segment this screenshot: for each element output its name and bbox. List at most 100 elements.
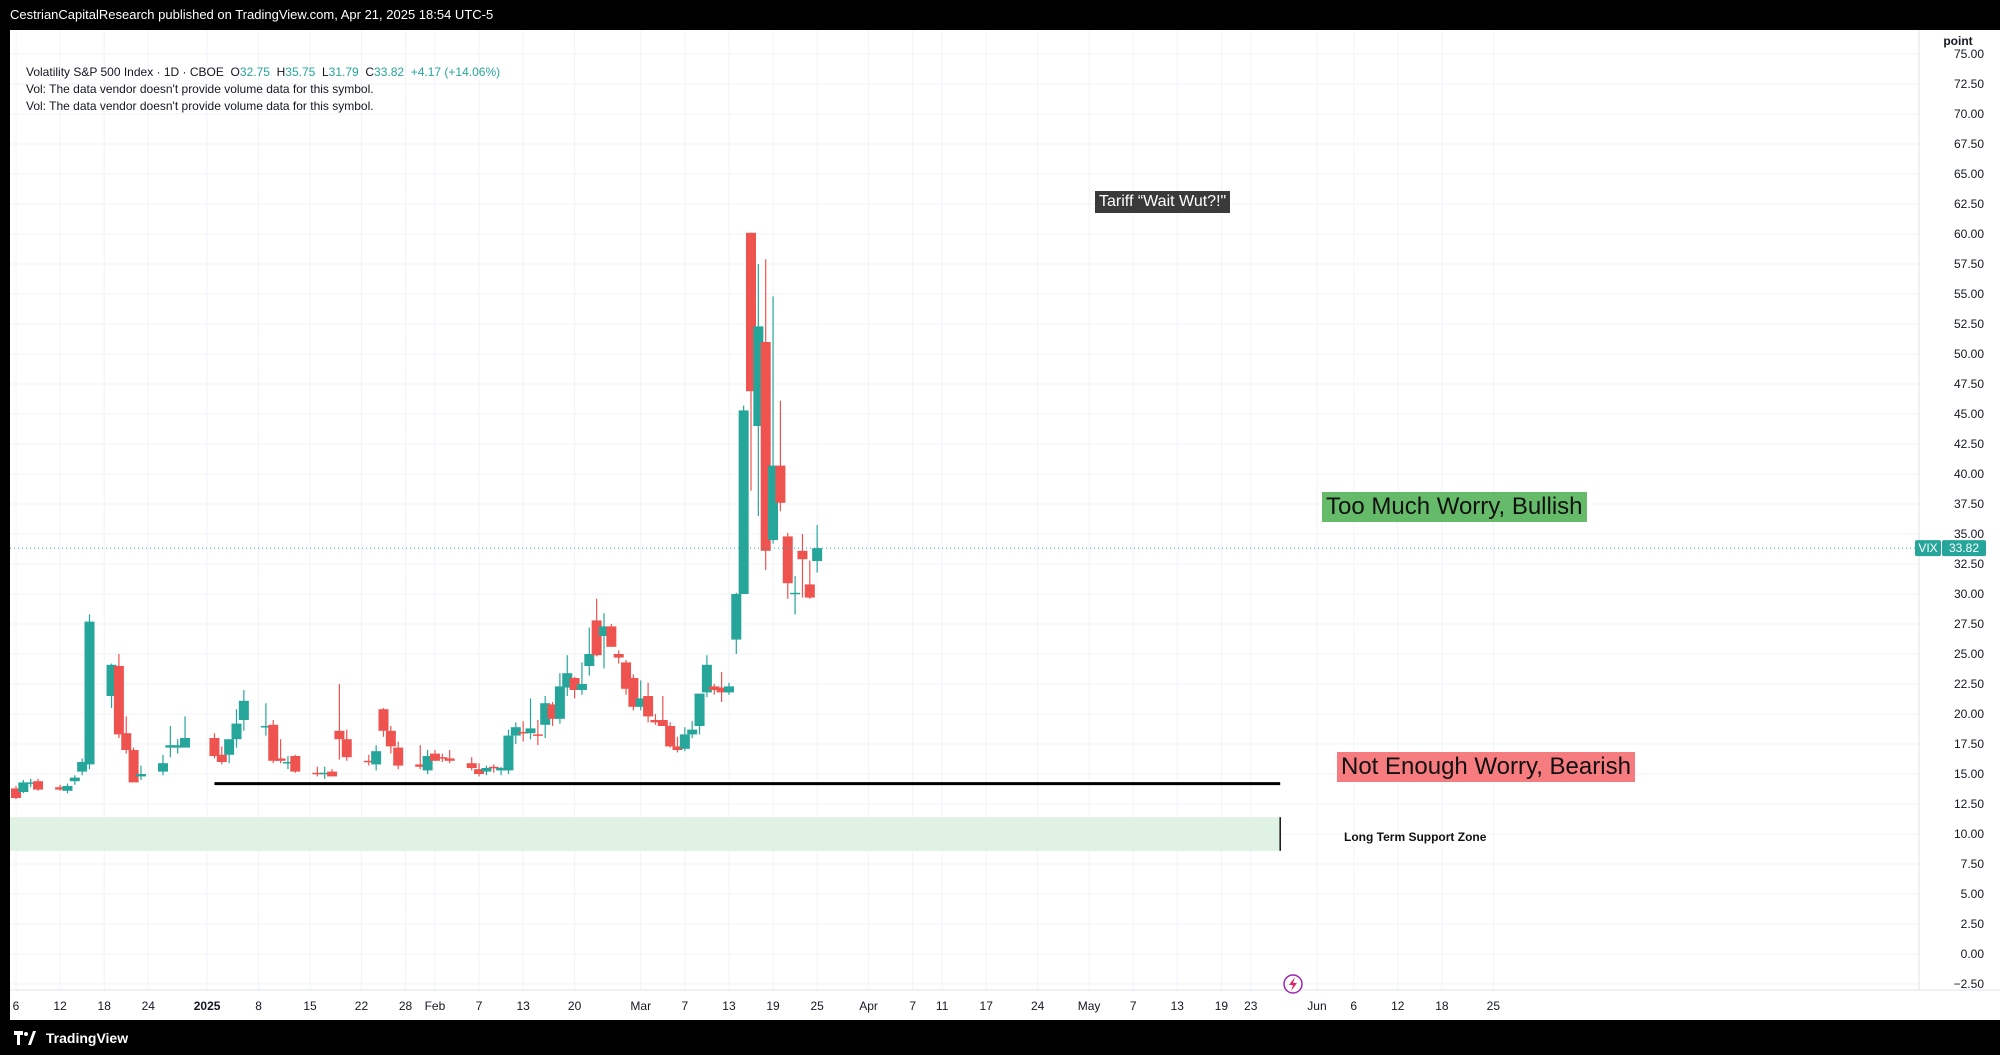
x-tick-label: 18	[1435, 999, 1449, 1013]
legend-open: 32.75	[239, 65, 270, 79]
candle	[224, 739, 235, 764]
candle-body	[738, 410, 749, 594]
candle-body	[385, 730, 396, 747]
chart-frame[interactable]: point 75.00 72.50 70.00 67.50 65.00 62.50 60.0…	[10, 30, 2000, 1020]
legend-close: 33.82	[374, 65, 405, 79]
candle-body	[474, 769, 485, 774]
candle	[775, 400, 786, 512]
x-tick-label: 6	[13, 999, 20, 1013]
candle-body	[481, 768, 492, 772]
y-tick-label: 52.50	[1954, 317, 1984, 331]
candle-body	[591, 620, 602, 656]
candle-body	[576, 684, 587, 690]
footer-brand[interactable]: TradingView	[45, 1030, 129, 1047]
y-tick-label: 15.00	[1954, 767, 1984, 781]
candle	[746, 232, 756, 491]
candle-body	[679, 734, 690, 749]
tradingview-logo-icon[interactable]	[14, 1031, 36, 1046]
candle	[113, 654, 124, 738]
candle	[422, 750, 433, 774]
candlestick-chart[interactable]: point 75.0072.5070.0067.5065.0062.5060.0…	[10, 30, 2000, 1020]
vix-symbol-tag	[1915, 540, 1941, 557]
candle	[576, 662, 587, 695]
candle	[562, 655, 573, 696]
candle	[393, 741, 404, 770]
bullish-annotation[interactable]: Too Much Worry, Bullish	[1322, 492, 1587, 522]
candle-body	[378, 709, 389, 731]
y-tick-label: 70.00	[1954, 107, 1984, 121]
x-axis-ticks: 6 12 18 24 2025 8 15 22 28 Feb 7 13 20 Mar 7 13 19 25 Apr 7…	[13, 999, 1501, 1013]
candle	[621, 660, 632, 695]
candle-body	[422, 756, 433, 771]
candle-body	[260, 726, 271, 728]
lightning-icon[interactable]	[1283, 974, 1303, 994]
candle-body	[540, 703, 551, 725]
y-tick-label: 62.50	[1954, 197, 1984, 211]
legend-close-label: C	[365, 65, 375, 79]
candle	[738, 405, 749, 594]
y-tick-label: 20.00	[1954, 707, 1984, 721]
legend-symbol[interactable]: Volatility S&P 500 Index · 1D · CBOE	[26, 65, 224, 79]
candle	[804, 560, 815, 599]
x-tick-label: 25	[810, 999, 824, 1013]
candle-body	[415, 764, 426, 767]
candle	[496, 766, 507, 776]
candle-body	[503, 735, 514, 771]
y-tick-label: 27.50	[1954, 617, 1984, 631]
y-tick-label: 30.00	[1954, 587, 1984, 601]
candle	[334, 684, 345, 760]
candle-body	[606, 626, 617, 647]
candle	[613, 650, 624, 664]
candle	[282, 756, 293, 770]
legend-vol-1[interactable]: Vol: The data vendor doesn't provide vol…	[26, 82, 374, 96]
y-tick-label: 40.00	[1954, 467, 1984, 481]
candle-body	[466, 763, 477, 768]
candle	[672, 736, 683, 753]
x-tick-label: 7	[476, 999, 483, 1013]
candle	[569, 676, 580, 699]
candle-body	[334, 730, 345, 740]
candle-body	[723, 686, 734, 693]
y-tick-label: 50.00	[1954, 347, 1984, 361]
candle	[69, 775, 80, 785]
candle	[797, 534, 808, 598]
candle-body	[797, 550, 808, 560]
candle	[158, 754, 168, 776]
candle	[11, 786, 21, 800]
candle-body	[496, 768, 507, 771]
candle	[216, 746, 227, 765]
candle	[55, 784, 66, 791]
candle-body	[613, 654, 624, 658]
x-tick-label: 24	[142, 999, 156, 1013]
candle-body	[429, 753, 440, 761]
candle-body	[775, 465, 786, 503]
candle	[275, 739, 286, 764]
x-tick-label: 13	[516, 999, 530, 1013]
candle	[25, 778, 36, 788]
candle-body	[510, 727, 521, 736]
bearish-annotation[interactable]: Not Enough Worry, Bearish	[1337, 752, 1635, 782]
candle	[415, 745, 426, 770]
tariff-annotation[interactable]: Tariff “Wait Wut?!"	[1095, 191, 1231, 213]
candle	[84, 614, 95, 770]
support-zone-label[interactable]: Long Term Support Zone	[1344, 830, 1487, 844]
candle	[33, 778, 44, 791]
candle-body	[11, 788, 21, 798]
legend-vol-2[interactable]: Vol: The data vendor doesn't provide vol…	[26, 99, 374, 113]
candle	[599, 613, 609, 669]
candle-body	[584, 654, 595, 666]
candle	[665, 722, 676, 748]
legend-ohlc-row: Volatility S&P 500 Index · 1D · CBOE O32…	[26, 64, 500, 81]
x-tick-label: 28	[399, 999, 413, 1013]
candle	[135, 765, 146, 780]
x-tick-label: Apr	[859, 999, 878, 1013]
x-tick-label: 7	[1130, 999, 1137, 1013]
price-axis-bg[interactable]	[1919, 30, 2000, 990]
candle-body	[33, 781, 44, 790]
candle-body	[84, 621, 95, 765]
x-tick-label: 6	[1350, 999, 1357, 1013]
candle	[510, 722, 521, 744]
candle-body	[113, 666, 124, 735]
candle	[466, 757, 477, 771]
candle-body	[488, 766, 499, 769]
